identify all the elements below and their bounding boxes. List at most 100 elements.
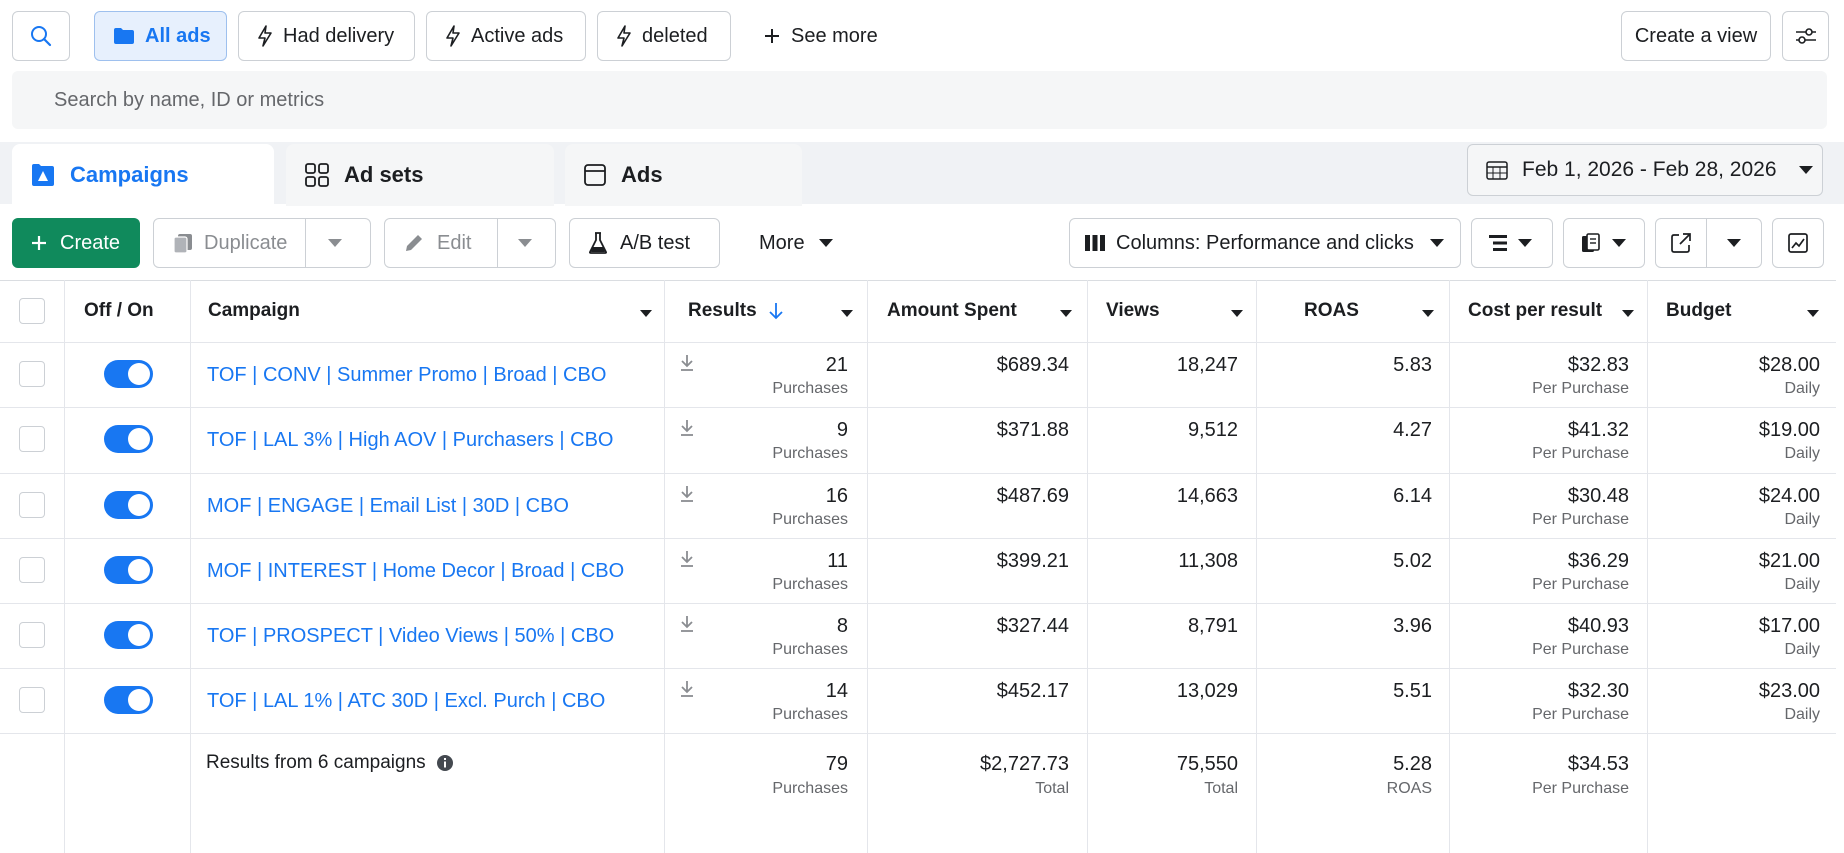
cost-per-result-type: Per Purchase: [1532, 706, 1629, 723]
info-icon[interactable]: [436, 754, 454, 772]
see-more-button[interactable]: See more: [750, 11, 890, 61]
row-checkbox[interactable]: [19, 687, 45, 713]
column-divider: [867, 280, 868, 853]
header-results-label: Results: [688, 300, 757, 321]
summary-spent: $2,727.73: [980, 753, 1069, 775]
views-value: 8,791: [1187, 615, 1238, 637]
amount-spent-value: $487.69: [996, 485, 1069, 507]
chevron-down-icon: [1612, 239, 1626, 247]
campaign-name-link[interactable]: TOF | PROSPECT | Video Views | 50% | CBO: [207, 625, 615, 647]
tab-label: Ads: [621, 162, 663, 187]
chevron-down-icon[interactable]: [841, 310, 853, 317]
cost-per-result-type: Per Purchase: [1532, 576, 1629, 593]
roas-value: 6.14: [1393, 485, 1432, 507]
row-divider: [0, 342, 1836, 343]
chevron-down-icon[interactable]: [1727, 239, 1741, 247]
roas-value: 5.83: [1393, 354, 1432, 376]
chevron-down-icon[interactable]: [1231, 310, 1243, 317]
results-type: Purchases: [772, 511, 848, 528]
results-value: 8: [836, 615, 848, 637]
summary-label: Results from 6 campaigns: [206, 752, 454, 774]
header-results[interactable]: Results: [688, 280, 783, 342]
download-icon[interactable]: [679, 615, 695, 633]
more-button[interactable]: More: [740, 218, 850, 268]
on-off-toggle[interactable]: [104, 686, 153, 714]
row-checkbox[interactable]: [19, 361, 45, 387]
chevron-down-icon[interactable]: [1622, 310, 1634, 317]
tab-campaigns[interactable]: Campaigns: [12, 144, 274, 206]
on-off-toggle[interactable]: [104, 621, 153, 649]
breakdown-dropdown[interactable]: [1471, 218, 1553, 268]
on-off-toggle[interactable]: [104, 425, 153, 453]
folder-icon: [113, 27, 135, 45]
campaign-name-link[interactable]: MOF | ENGAGE | Email List | 30D | CBO: [207, 495, 569, 517]
summary-results: 79: [825, 753, 848, 775]
search-input[interactable]: Search by name, ID or metrics: [12, 71, 1827, 129]
tab-label: Ad sets: [344, 162, 424, 187]
tab-ad-sets[interactable]: Ad sets: [286, 144, 554, 206]
chevron-down-icon[interactable]: [640, 310, 652, 317]
row-divider: [0, 603, 1836, 604]
plus-icon: [30, 234, 48, 252]
cost-per-result-value: $40.93: [1567, 615, 1629, 637]
filter-deleted[interactable]: deleted: [597, 11, 731, 61]
download-icon[interactable]: [679, 485, 695, 503]
column-divider: [190, 280, 191, 853]
edit-button[interactable]: Edit: [384, 218, 556, 268]
chevron-down-icon[interactable]: [1807, 310, 1819, 317]
charts-button[interactable]: [1772, 218, 1824, 268]
chevron-down-icon[interactable]: [1060, 310, 1072, 317]
header-roas[interactable]: ROAS: [1304, 300, 1359, 321]
download-icon[interactable]: [679, 419, 695, 437]
summary-label-text: Results from 6 campaigns: [206, 752, 426, 773]
reports-dropdown[interactable]: [1563, 218, 1645, 268]
chevron-down-icon[interactable]: [328, 239, 342, 247]
download-icon[interactable]: [679, 680, 695, 698]
columns-dropdown[interactable]: Columns: Performance and clicks: [1069, 218, 1461, 268]
cost-per-result-value: $32.30: [1567, 680, 1629, 702]
filter-active-ads[interactable]: Active ads: [426, 11, 586, 61]
download-icon[interactable]: [679, 550, 695, 568]
row-checkbox[interactable]: [19, 622, 45, 648]
cost-per-result-type: Per Purchase: [1532, 380, 1629, 397]
summary-roas-sub: ROAS: [1386, 780, 1432, 797]
campaign-name-link[interactable]: TOF | LAL 1% | ATC 30D | Excl. Purch | C…: [207, 690, 606, 712]
search-toggle-button[interactable]: [12, 11, 70, 61]
create-view-button[interactable]: Create a view: [1621, 11, 1771, 61]
settings-sliders-button[interactable]: [1782, 11, 1829, 61]
columns-icon: [1084, 233, 1106, 253]
roas-value: 5.02: [1393, 550, 1432, 572]
campaign-name-link[interactable]: TOF | CONV | Summer Promo | Broad | CBO: [207, 364, 607, 386]
row-checkbox[interactable]: [19, 426, 45, 452]
divider: [1706, 219, 1707, 267]
export-dropdown[interactable]: [1655, 218, 1762, 268]
on-off-toggle[interactable]: [104, 360, 153, 388]
chevron-down-icon[interactable]: [1422, 310, 1434, 317]
filter-label: All ads: [145, 24, 211, 47]
duplicate-button[interactable]: Duplicate: [153, 218, 371, 268]
budget-type: Daily: [1784, 706, 1820, 723]
chevron-down-icon[interactable]: [518, 239, 532, 247]
budget-type: Daily: [1784, 511, 1820, 528]
header-cost-per-result[interactable]: Cost per result: [1468, 300, 1603, 321]
on-off-toggle[interactable]: [104, 556, 153, 584]
header-views[interactable]: Views: [1106, 300, 1160, 321]
export-icon: [1670, 232, 1692, 254]
select-all-checkbox[interactable]: [19, 298, 45, 324]
campaign-name-link[interactable]: MOF | INTEREST | Home Decor | Broad | CB…: [207, 560, 625, 582]
tab-ads[interactable]: Ads: [565, 144, 802, 206]
campaign-name-link[interactable]: TOF | LAL 3% | High AOV | Purchasers | C…: [207, 429, 614, 451]
filter-all-ads[interactable]: All ads: [94, 11, 227, 61]
header-amount-spent[interactable]: Amount Spent: [887, 300, 1017, 321]
download-icon[interactable]: [679, 354, 695, 372]
ab-test-button[interactable]: A/B test: [569, 218, 720, 268]
create-button[interactable]: Create: [12, 218, 140, 268]
header-campaign[interactable]: Campaign: [208, 300, 300, 321]
row-checkbox[interactable]: [19, 557, 45, 583]
row-checkbox[interactable]: [19, 492, 45, 518]
filter-had-delivery[interactable]: Had delivery: [238, 11, 415, 61]
header-budget[interactable]: Budget: [1666, 300, 1732, 321]
on-off-toggle[interactable]: [104, 491, 153, 519]
date-range-picker[interactable]: Feb 1, 2026 - Feb 28, 2026: [1467, 144, 1823, 196]
more-label: More: [759, 231, 805, 254]
